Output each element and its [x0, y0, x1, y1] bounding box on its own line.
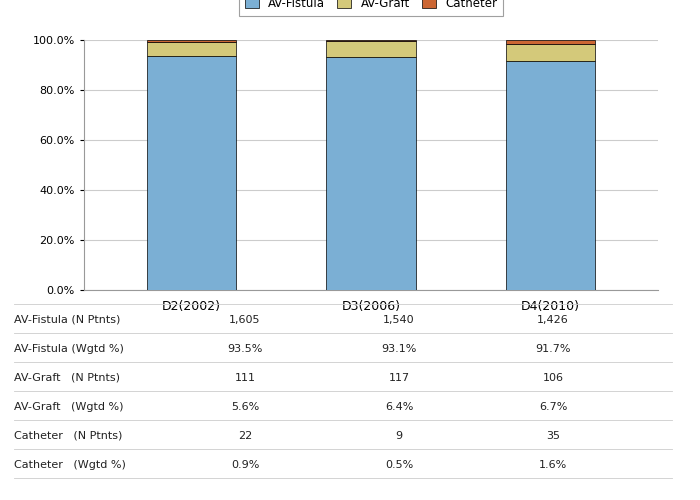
- Text: 111: 111: [234, 373, 255, 383]
- Text: 22: 22: [238, 431, 252, 441]
- Bar: [505, 44, 595, 60]
- Text: AV-Fistula (Wgtd %): AV-Fistula (Wgtd %): [14, 344, 124, 354]
- Text: 0.9%: 0.9%: [231, 460, 259, 470]
- Bar: [147, 42, 237, 56]
- Text: 1,540: 1,540: [383, 315, 415, 325]
- Text: 106: 106: [542, 373, 564, 383]
- Text: 35: 35: [546, 431, 560, 441]
- Text: AV-Graft   (Wgtd %): AV-Graft (Wgtd %): [14, 402, 123, 412]
- Bar: [505, 60, 595, 290]
- Bar: [326, 42, 416, 58]
- Text: 5.6%: 5.6%: [231, 402, 259, 412]
- Text: 93.5%: 93.5%: [228, 344, 262, 354]
- Text: 1.6%: 1.6%: [539, 460, 567, 470]
- Bar: [326, 40, 416, 42]
- Text: AV-Fistula (N Ptnts): AV-Fistula (N Ptnts): [14, 315, 120, 325]
- Bar: [326, 58, 416, 290]
- Text: 91.7%: 91.7%: [536, 344, 570, 354]
- Bar: [147, 40, 237, 42]
- Text: AV-Graft   (N Ptnts): AV-Graft (N Ptnts): [14, 373, 120, 383]
- Text: 93.1%: 93.1%: [382, 344, 416, 354]
- Text: 6.4%: 6.4%: [385, 402, 413, 412]
- Text: 6.7%: 6.7%: [539, 402, 567, 412]
- Text: 1,426: 1,426: [537, 315, 569, 325]
- Text: 9: 9: [395, 431, 402, 441]
- Bar: [147, 56, 237, 290]
- Text: Catheter   (N Ptnts): Catheter (N Ptnts): [14, 431, 122, 441]
- Text: Catheter   (Wgtd %): Catheter (Wgtd %): [14, 460, 126, 470]
- Legend: AV-Fistula, AV-Graft, Catheter: AV-Fistula, AV-Graft, Catheter: [239, 0, 503, 16]
- Bar: [505, 40, 595, 44]
- Text: 0.5%: 0.5%: [385, 460, 413, 470]
- Text: 117: 117: [389, 373, 410, 383]
- Text: 1,605: 1,605: [229, 315, 260, 325]
